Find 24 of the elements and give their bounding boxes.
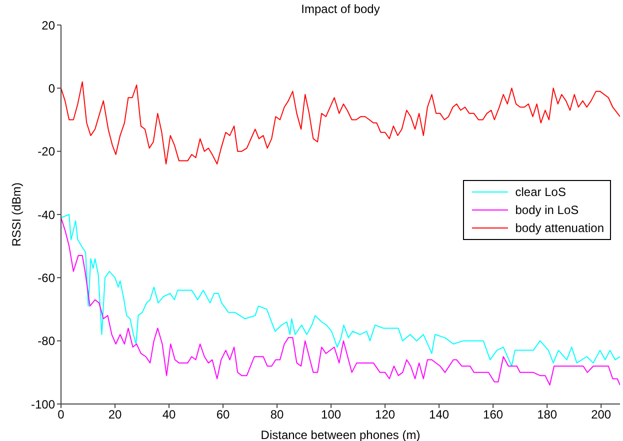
x-tick-label: 160 <box>483 408 504 422</box>
y-axis-title: RSSI (dBm) <box>9 182 24 247</box>
line-series <box>61 81 620 164</box>
y-tick-label: -80 <box>38 334 56 348</box>
x-tick-label: 140 <box>429 408 450 422</box>
chart-title: Impact of body <box>300 2 381 16</box>
x-tick-label: 0 <box>58 408 65 422</box>
x-tick-label: 20 <box>108 408 122 422</box>
legend-label: clear LoS <box>515 185 566 199</box>
x-tick-label: 60 <box>216 408 230 422</box>
x-tick-label: 40 <box>162 408 176 422</box>
x-tick-label: 100 <box>321 408 342 422</box>
legend-label: body in LoS <box>515 203 579 217</box>
x-tick-label: 120 <box>375 408 396 422</box>
y-tick-label: -20 <box>38 144 56 159</box>
y-tick-label: -100 <box>30 397 56 412</box>
x-tick-label: 180 <box>537 408 558 422</box>
y-tick-label: -40 <box>38 208 56 222</box>
y-tick-label: -60 <box>38 270 56 285</box>
y-tick-label: 20 <box>42 18 56 32</box>
x-tick-label: 200 <box>591 408 612 422</box>
y-tick-label: 0 <box>48 81 56 96</box>
x-tick-label: 80 <box>270 408 284 422</box>
legend-label: body attenuation <box>515 221 604 235</box>
